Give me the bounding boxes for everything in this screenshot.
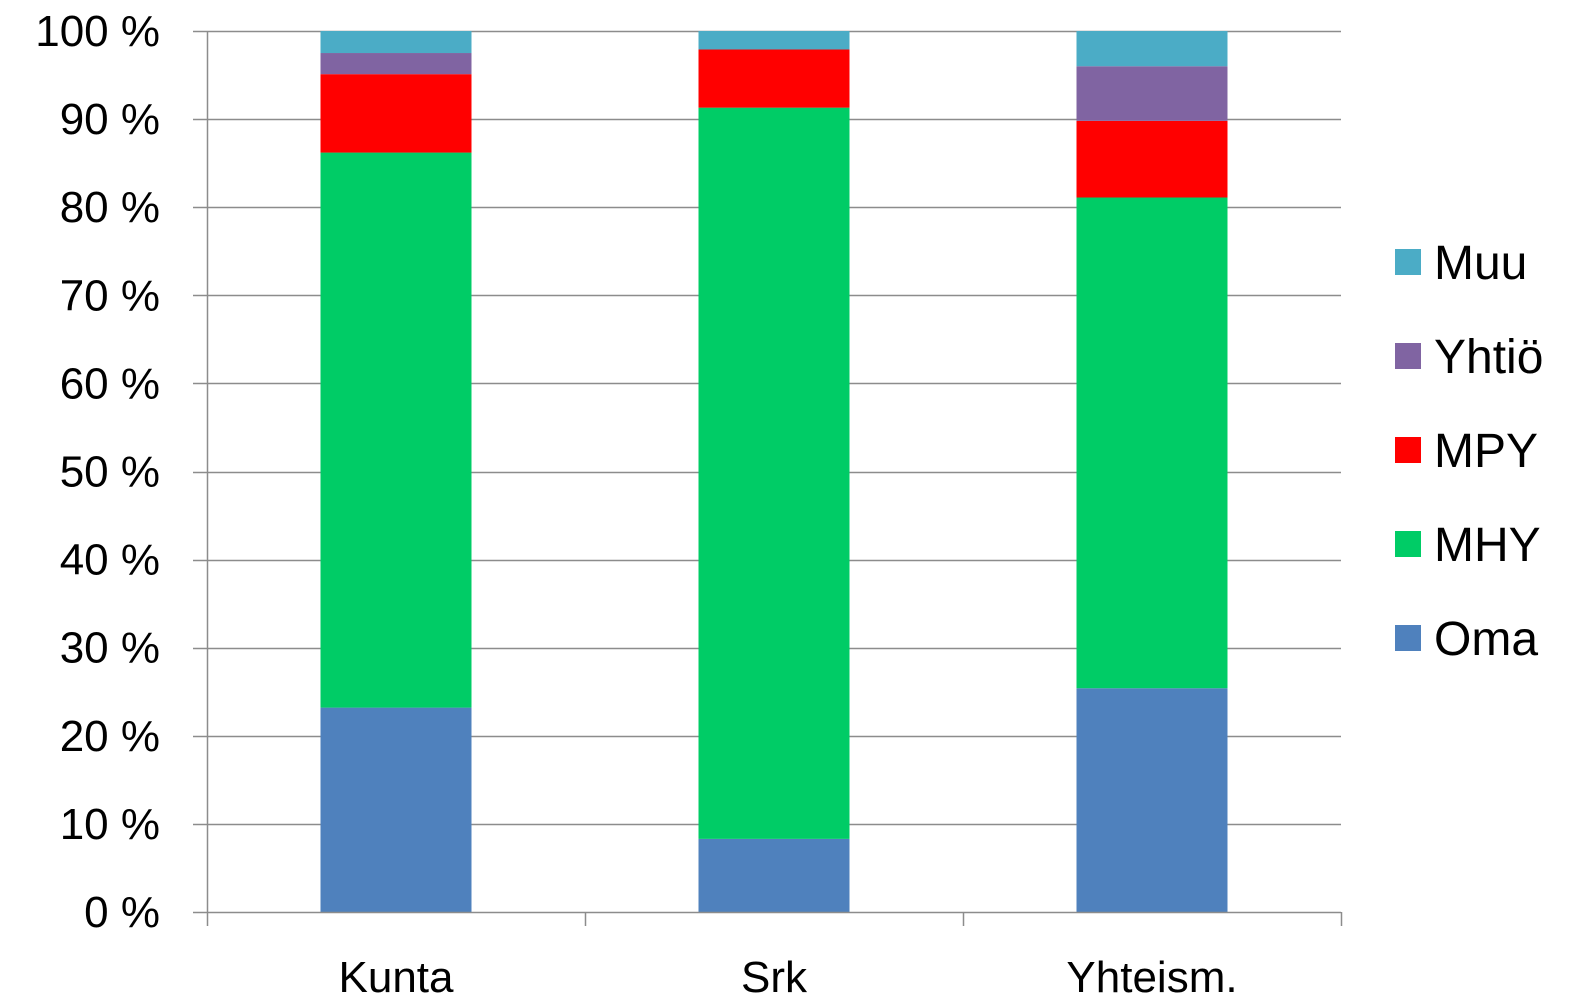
y-tick-label: 60 % <box>60 359 160 408</box>
y-tick-label: 20 % <box>60 712 160 761</box>
legend-label: Muu <box>1434 237 1527 290</box>
legend-label: Yhtiö <box>1434 331 1543 384</box>
y-tick-label: 100 % <box>35 7 160 56</box>
legend-item: Yhtiö <box>1395 331 1543 384</box>
x-tick-label: Kunta <box>339 953 455 1001</box>
x-tick-label: Srk <box>741 953 808 1001</box>
bar-segment-mpy-srk <box>698 49 850 108</box>
bar-segment-muu-yhteism <box>1076 31 1228 67</box>
legend-item: MHY <box>1395 519 1541 572</box>
x-tick-label: Yhteism. <box>1066 953 1237 1001</box>
bar-segment-mpy-kunta <box>320 74 472 153</box>
x-tick-labels: Kunta Srk Yhteism. <box>339 953 1238 1001</box>
legend-label: MHY <box>1434 519 1541 572</box>
legend-swatch <box>1395 437 1421 463</box>
y-tick-labels: 0 % 10 % 20 % 30 % 40 % 50 % 60 % 70 % 80 % 90 % 1… <box>35 7 160 937</box>
legend-item: MPY <box>1395 425 1538 478</box>
legend-swatch <box>1395 343 1421 369</box>
legend-swatch <box>1395 249 1421 275</box>
legend-item: Muu <box>1395 237 1527 290</box>
bar-segment-muu-srk <box>698 31 850 50</box>
y-tick-label: 40 % <box>60 536 160 585</box>
bar-segment-mhy-kunta <box>320 152 472 708</box>
bar-segment-oma-srk <box>698 838 850 912</box>
legend-label: Oma <box>1434 613 1538 666</box>
bar-segment-oma-yhteism <box>1076 688 1228 912</box>
bar-segment-yhti-yhteism <box>1076 66 1228 121</box>
legend-item: Oma <box>1395 613 1538 666</box>
legend: Muu Yhtiö MPY MHY Oma <box>1395 237 1543 666</box>
bar-segment-yhti-kunta <box>320 53 472 75</box>
legend-swatch <box>1395 625 1421 651</box>
bars <box>320 31 1228 912</box>
y-tick-label: 50 % <box>60 448 160 497</box>
y-tick-label: 30 % <box>60 624 160 673</box>
y-tick-label: 80 % <box>60 183 160 232</box>
bar-segment-mhy-yhteism <box>1076 197 1228 689</box>
y-tick-label: 0 % <box>84 888 160 937</box>
bar-segment-mpy-yhteism <box>1076 120 1228 198</box>
bar-segment-mhy-srk <box>698 107 850 839</box>
y-tick-label: 10 % <box>60 800 160 849</box>
y-tick-label: 90 % <box>60 95 160 144</box>
y-tick-label: 70 % <box>60 271 160 320</box>
bar-segment-muu-kunta <box>320 31 472 54</box>
bar-segment-oma-kunta <box>320 707 472 912</box>
legend-label: MPY <box>1434 425 1538 478</box>
axes <box>193 30 1343 926</box>
legend-swatch <box>1395 531 1421 557</box>
